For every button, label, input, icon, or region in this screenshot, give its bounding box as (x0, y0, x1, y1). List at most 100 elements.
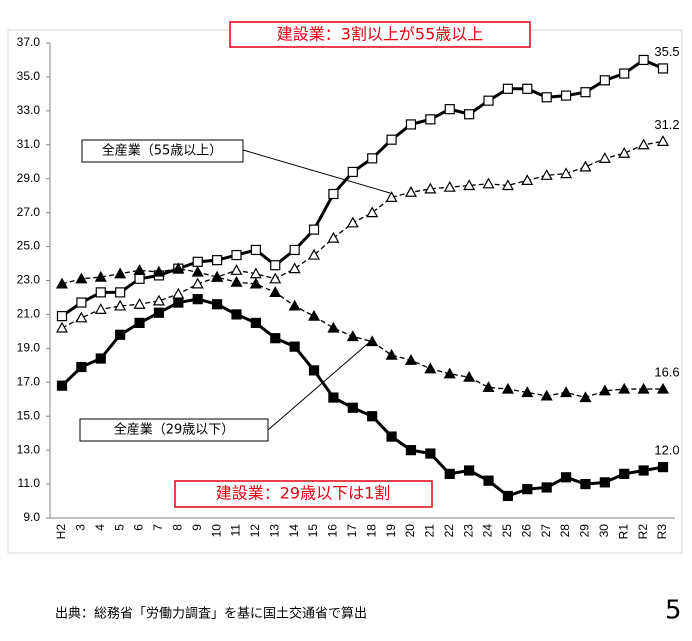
marker (192, 294, 203, 305)
x-tick-label: 24 (481, 524, 495, 538)
marker (463, 370, 476, 382)
x-tick-label: 16 (326, 524, 340, 538)
marker (501, 179, 514, 191)
marker (424, 362, 437, 374)
callout-box (79, 418, 269, 442)
x-tick-label: 22 (442, 524, 456, 538)
marker (75, 311, 88, 323)
marker (288, 299, 301, 311)
x-tick-label: 10 (209, 524, 223, 538)
marker (463, 179, 476, 191)
marker (347, 402, 358, 413)
marker (367, 411, 378, 422)
marker (482, 177, 495, 189)
x-tick-label: 15 (306, 524, 320, 538)
x-tick-label: 4 (93, 524, 107, 531)
marker (211, 255, 223, 266)
marker (95, 287, 106, 298)
marker (172, 262, 185, 274)
y-tick-label: 11.0 (18, 476, 41, 490)
marker (560, 167, 573, 179)
y-tick-label: 37.0 (17, 35, 41, 49)
marker (425, 114, 436, 125)
marker (521, 386, 534, 398)
x-tick-label: 3 (74, 524, 88, 531)
x-tick-label: 21 (423, 524, 437, 538)
marker (619, 68, 630, 79)
marker (192, 256, 203, 267)
marker (346, 216, 359, 228)
y-tick-label: 21.0 (17, 307, 41, 321)
marker (114, 267, 127, 279)
marker (560, 386, 573, 398)
marker (444, 468, 455, 479)
marker (270, 333, 281, 344)
marker (308, 224, 320, 235)
marker (599, 477, 610, 488)
y-tick-label: 9.0 (23, 510, 40, 524)
x-tick-label: 20 (403, 524, 417, 538)
marker (579, 391, 592, 403)
marker (133, 298, 146, 309)
marker (656, 135, 670, 146)
marker (443, 180, 456, 192)
marker (405, 445, 417, 456)
marker (522, 83, 533, 94)
marker (638, 54, 649, 66)
marker (502, 83, 514, 94)
x-tick-label: 17 (345, 524, 359, 538)
callout-line (242, 149, 391, 194)
marker (308, 365, 320, 376)
y-tick-label: 29.0 (17, 171, 41, 185)
marker (638, 465, 649, 476)
marker (230, 264, 243, 275)
marker (386, 431, 397, 442)
marker (231, 249, 242, 261)
source: 出典：総務省「労働力調査」を基に国土交通省で算出 (55, 606, 367, 622)
x-tick-label: 13 (267, 524, 281, 538)
marker (115, 287, 126, 298)
annotation-box (174, 480, 433, 508)
marker (114, 299, 127, 311)
marker (269, 286, 282, 297)
marker (270, 260, 281, 271)
marker (153, 307, 165, 318)
marker (152, 294, 165, 306)
callout-line (267, 339, 373, 431)
page-number: 5 (665, 596, 682, 626)
x-tick-label: 9 (190, 524, 204, 531)
marker (657, 462, 669, 473)
marker (250, 244, 261, 256)
marker (328, 188, 339, 200)
marker (327, 321, 340, 333)
marker (598, 152, 611, 163)
y-tick-label: 35.0 (17, 69, 41, 83)
data-label: 31.2 (654, 117, 679, 132)
marker (250, 317, 261, 329)
marker (95, 353, 106, 364)
x-tick-label: 12 (248, 524, 262, 538)
x-tick-label: 7 (151, 524, 165, 531)
marker (580, 478, 591, 490)
marker (657, 63, 669, 74)
series-line (60, 297, 664, 498)
x-tick-label: 18 (364, 524, 378, 538)
marker (308, 248, 321, 260)
marker (367, 153, 378, 164)
x-tick-label: R1 (616, 524, 630, 540)
x-tick-label: R2 (636, 524, 650, 540)
x-tick-label: R3 (655, 524, 669, 540)
x-tick-label: 30 (597, 524, 611, 538)
marker (328, 392, 339, 403)
marker (464, 109, 475, 120)
x-tick-label: 29 (578, 524, 592, 538)
marker (211, 299, 223, 310)
x-tick-label: 6 (132, 524, 146, 531)
marker (598, 384, 611, 396)
marker (115, 329, 126, 340)
x-tick-label: 23 (461, 524, 475, 538)
y-tick-label: 23.0 (17, 273, 41, 287)
marker (366, 206, 379, 218)
marker (366, 335, 379, 347)
